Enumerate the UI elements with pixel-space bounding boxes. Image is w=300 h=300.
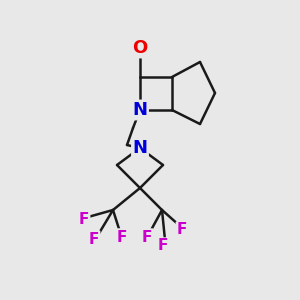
Text: F: F	[158, 238, 168, 253]
Text: F: F	[177, 223, 187, 238]
Text: N: N	[133, 101, 148, 119]
Text: F: F	[79, 212, 89, 227]
Text: O: O	[132, 39, 148, 57]
Text: F: F	[142, 230, 152, 244]
Text: F: F	[117, 230, 127, 244]
Text: F: F	[89, 232, 99, 247]
Text: N: N	[133, 139, 148, 157]
